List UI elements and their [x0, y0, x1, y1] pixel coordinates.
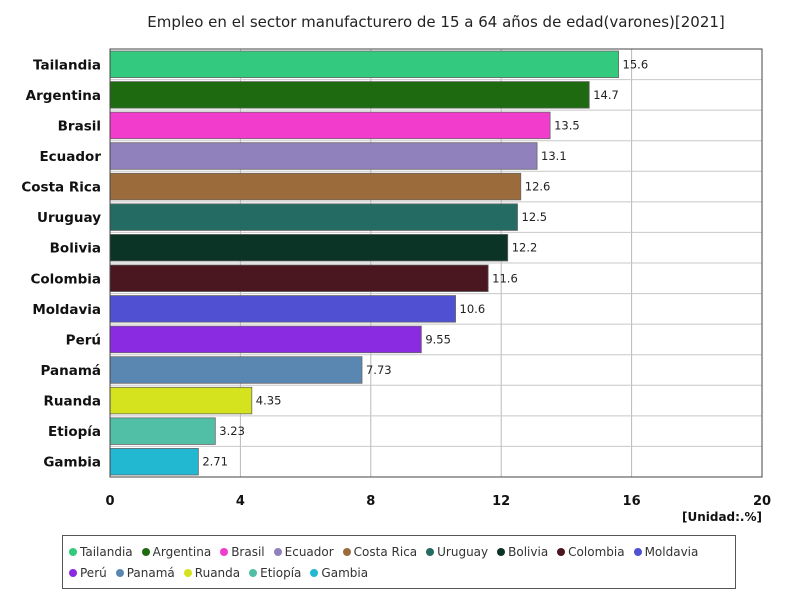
- legend-label: Colombia: [568, 545, 625, 559]
- legend-item: Etiopía: [249, 563, 301, 584]
- plot-frame: [109, 48, 763, 478]
- legend-label: Ruanda: [194, 566, 241, 580]
- legend-dot-icon: [310, 569, 319, 577]
- category-label: Costa Rica: [21, 180, 101, 196]
- category-label: Panamá: [40, 363, 101, 379]
- x-tick-label: 20: [753, 494, 771, 509]
- legend-label: Panamá: [126, 566, 175, 580]
- legend-item: Bolivia: [497, 542, 548, 563]
- legend-label: Argentina: [152, 545, 212, 559]
- unit-label: [Unidad:.%]: [682, 510, 762, 524]
- legend-dot-icon: [342, 548, 351, 556]
- bar-tailandia: [109, 50, 619, 78]
- category-label: Gambia: [43, 455, 101, 471]
- legend-item: Tailandia: [69, 542, 133, 563]
- legend-label: Etiopía: [260, 566, 302, 580]
- legend-item: Ruanda: [183, 563, 241, 584]
- legend-label: Ecuador: [284, 545, 334, 559]
- value-label: 4.35: [256, 394, 282, 408]
- legend-label: Moldavia: [644, 545, 699, 559]
- bar-brasil: [109, 111, 551, 140]
- bar-ecuador: [109, 142, 538, 170]
- value-label: 12.6: [525, 180, 551, 194]
- category-label: Brasil: [58, 118, 101, 134]
- bar-uruguay: [109, 203, 518, 231]
- legend-dot-icon: [141, 548, 150, 556]
- category-label: Uruguay: [37, 210, 101, 226]
- legend-dot-icon: [557, 548, 566, 556]
- legend-item: Brasil: [220, 542, 265, 563]
- bar-perú: [109, 325, 422, 354]
- legend-item: Costa Rica: [342, 542, 418, 563]
- value-label: 15.6: [623, 57, 649, 71]
- bar-costa-rica: [109, 172, 522, 201]
- legend-label: Gambia: [321, 566, 369, 580]
- bar-gambia: [109, 448, 199, 476]
- legend-label: Costa Rica: [353, 545, 418, 559]
- value-label: 13.1: [541, 149, 567, 163]
- legend-dot-icon: [183, 569, 192, 577]
- category-label: Ecuador: [39, 149, 101, 165]
- value-label: 13.5: [554, 118, 580, 132]
- category-label: Etiopía: [48, 424, 101, 440]
- legend-item: Gambia: [310, 563, 368, 584]
- value-label: 7.73: [366, 363, 392, 377]
- value-label: 9.55: [425, 332, 451, 346]
- legend-label: Tailandia: [80, 545, 133, 559]
- legend-dot-icon: [115, 569, 124, 577]
- legend-label: Uruguay: [437, 545, 489, 559]
- category-label: Colombia: [30, 271, 101, 287]
- legend-item: Perú: [69, 563, 107, 584]
- category-label: Perú: [66, 332, 101, 348]
- legend-label: Bolivia: [508, 545, 549, 559]
- bar-argentina: [109, 81, 590, 109]
- value-label: 12.5: [522, 210, 548, 224]
- x-tick-label: 16: [623, 494, 641, 509]
- value-label: 14.7: [593, 88, 619, 102]
- bar-colombia: [109, 264, 489, 292]
- legend-dot-icon: [273, 548, 282, 556]
- legend-dot-icon: [497, 548, 506, 556]
- bar-etiopía: [109, 417, 216, 445]
- chart-title: Empleo en el sector manufacturero de 15 …: [147, 13, 725, 31]
- x-tick-label: 12: [492, 494, 510, 509]
- legend-dot-icon: [633, 548, 642, 556]
- legend-item: Moldavia: [633, 542, 699, 563]
- value-label: 12.2: [512, 241, 538, 255]
- bar-panamá: [109, 356, 363, 384]
- x-tick-label: 4: [236, 494, 245, 509]
- category-label: Bolivia: [50, 241, 101, 257]
- legend-dot-icon: [220, 548, 229, 556]
- category-label: Moldavia: [32, 302, 101, 318]
- category-label: Tailandia: [33, 57, 101, 73]
- legend: Tailandia Argentina Brasil Ecuador Costa Ric…: [62, 535, 736, 589]
- value-label: 11.6: [492, 271, 518, 285]
- x-tick-label: 0: [105, 494, 114, 509]
- bar-moldavia: [109, 295, 456, 323]
- category-label: Argentina: [26, 88, 101, 104]
- x-tick-label: 8: [366, 494, 375, 509]
- legend-dot-icon: [426, 548, 435, 556]
- legend-dot-icon: [69, 548, 77, 556]
- legend-dot-icon: [249, 569, 258, 577]
- legend-item: Panamá: [115, 563, 175, 584]
- legend-item: Colombia: [557, 542, 625, 563]
- legend-dot-icon: [69, 569, 77, 577]
- bar-ruanda: [109, 386, 253, 415]
- category-label: Ruanda: [43, 394, 101, 410]
- value-label: 2.71: [202, 455, 228, 469]
- legend-item: Uruguay: [426, 542, 488, 563]
- legend-item: Argentina: [141, 542, 212, 563]
- bar-bolivia: [109, 234, 509, 262]
- value-label: 10.6: [460, 302, 486, 316]
- legend-item: Ecuador: [273, 542, 334, 563]
- legend-label: Brasil: [231, 545, 265, 559]
- value-label: 3.23: [219, 424, 245, 438]
- legend-label: Perú: [80, 566, 107, 580]
